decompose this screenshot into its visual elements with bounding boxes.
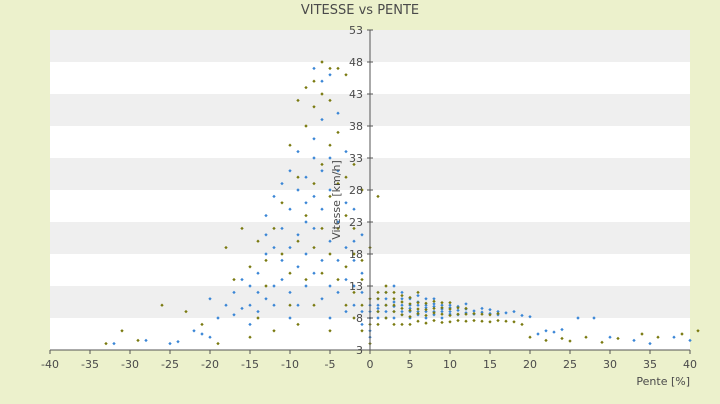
data-point xyxy=(232,290,236,295)
data-point xyxy=(304,85,308,90)
x-axis-ticks: -40 -35 -30 -25 -20 -15 -10 -5 0 5 10 15 20 25 30 35 40 xyxy=(41,350,697,371)
x-tick-label: -20 xyxy=(201,358,219,371)
data-point xyxy=(528,335,532,339)
data-point xyxy=(248,335,252,339)
data-point xyxy=(520,313,524,318)
data-point xyxy=(208,297,212,301)
data-point xyxy=(240,277,244,282)
y-tick-label: 33 xyxy=(349,152,363,165)
x-tick-label: -40 xyxy=(41,358,59,371)
x-tick-label: 40 xyxy=(683,358,697,371)
data-point xyxy=(512,309,516,314)
data-point xyxy=(592,316,596,320)
data-point xyxy=(160,303,164,307)
data-point xyxy=(336,111,340,115)
data-point xyxy=(216,341,220,346)
x-tick-label: -5 xyxy=(325,358,336,371)
y-tick-label: 48 xyxy=(349,56,363,69)
x-tick-label: -15 xyxy=(241,358,259,371)
x-tick-label: 30 xyxy=(603,358,617,371)
data-point xyxy=(536,332,540,336)
data-point xyxy=(216,316,220,320)
data-point xyxy=(240,306,244,311)
chart-title: VITESSE vs PENTE xyxy=(301,3,419,18)
data-point xyxy=(640,332,644,336)
x-tick-label: -30 xyxy=(121,358,139,371)
x-tick-label: 25 xyxy=(563,358,577,371)
x-tick-label: -35 xyxy=(81,358,99,371)
y-tick-label: 28 xyxy=(349,184,363,197)
data-point xyxy=(672,335,676,339)
data-point xyxy=(232,313,236,317)
data-point xyxy=(600,340,604,345)
y-tick-label: 13 xyxy=(349,280,363,293)
y-tick-label: 3 xyxy=(356,344,363,357)
y-tick-label: 8 xyxy=(356,312,363,325)
data-point xyxy=(608,335,612,339)
data-point xyxy=(144,338,148,343)
data-point xyxy=(320,117,324,122)
data-point xyxy=(136,338,140,343)
x-tick-label: -10 xyxy=(281,358,299,371)
data-point xyxy=(120,329,124,333)
data-point xyxy=(176,339,180,344)
data-point xyxy=(200,322,204,327)
x-tick-label: 0 xyxy=(367,358,374,371)
y-tick-label: 53 xyxy=(349,24,363,37)
data-point xyxy=(240,226,244,231)
data-point xyxy=(312,79,316,83)
data-point xyxy=(568,339,572,343)
data-point xyxy=(584,335,588,339)
data-point xyxy=(304,124,308,128)
x-tick-label: 10 xyxy=(443,358,457,371)
data-point xyxy=(696,329,700,333)
data-point xyxy=(528,315,532,319)
y-tick-label: 43 xyxy=(349,88,363,101)
data-point xyxy=(616,336,620,341)
data-point xyxy=(200,332,204,336)
y-tick-label: 18 xyxy=(349,248,363,261)
x-tick-label: 5 xyxy=(407,358,414,371)
data-point xyxy=(576,316,580,320)
data-point xyxy=(320,92,324,96)
data-point xyxy=(208,335,212,339)
x-axis-title: Pente [%] xyxy=(636,375,690,388)
data-point xyxy=(248,322,252,327)
x-tick-label: 20 xyxy=(523,358,537,371)
y-axis-title: Vitesse [km/h] xyxy=(330,160,343,240)
data-point xyxy=(248,284,252,288)
data-point xyxy=(320,60,324,64)
data-point xyxy=(184,309,188,314)
x-tick-label: 35 xyxy=(643,358,657,371)
data-point xyxy=(192,329,196,333)
x-tick-label: 15 xyxy=(483,358,497,371)
x-tick-label: -25 xyxy=(161,358,179,371)
data-point xyxy=(648,341,652,346)
data-point xyxy=(320,79,324,83)
data-point xyxy=(248,265,252,269)
data-point xyxy=(560,336,564,341)
data-point xyxy=(656,335,660,339)
data-point xyxy=(248,303,252,307)
y-tick-label: 23 xyxy=(349,216,363,229)
y-tick-label: 38 xyxy=(349,120,363,133)
data-point xyxy=(168,341,172,346)
data-point xyxy=(224,303,228,307)
data-point xyxy=(680,332,684,336)
data-point xyxy=(232,277,236,282)
